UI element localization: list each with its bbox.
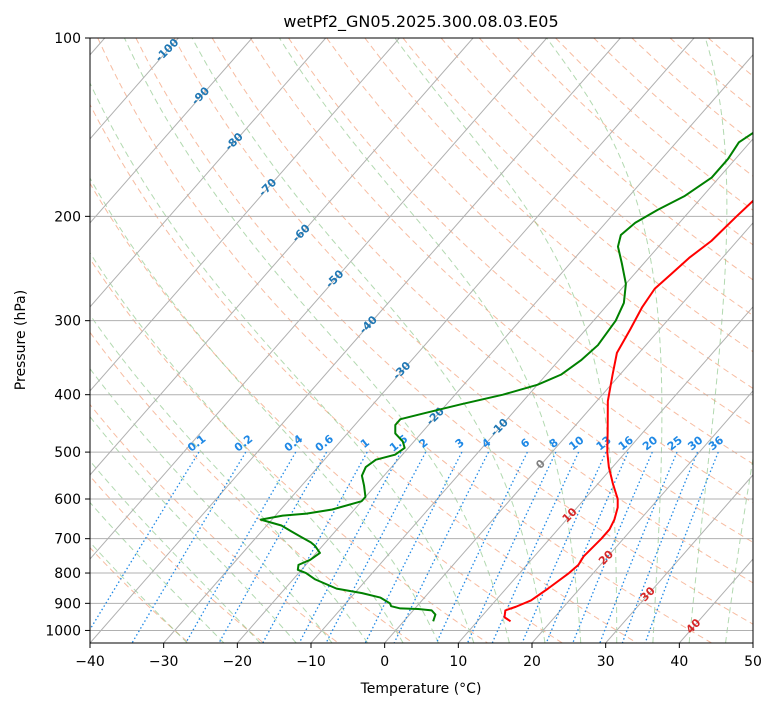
mixing-ratio-line <box>572 451 653 643</box>
y-tick-label: 100 <box>54 31 81 47</box>
x-tick-label: −20 <box>223 654 253 670</box>
mixing-ratio-line <box>325 451 427 643</box>
x-tick-label: 40 <box>670 654 688 670</box>
dry-adiabat <box>249 38 753 504</box>
x-tick-label: 20 <box>523 654 541 670</box>
dry-adiabat <box>440 38 753 317</box>
moist-adiabat <box>90 460 261 643</box>
isotherm-line <box>605 474 753 643</box>
x-tick-label: 50 <box>744 654 762 670</box>
isotherm-line <box>90 38 327 308</box>
temperature-line <box>503 199 753 623</box>
isotherm-line <box>310 138 753 643</box>
y-tick-label: 500 <box>54 445 81 461</box>
mixing-ratio-line <box>621 451 699 643</box>
moist-adiabat <box>725 455 753 643</box>
isotherm-line <box>531 390 753 643</box>
y-tick-label: 800 <box>54 566 81 582</box>
profile-series <box>259 131 753 623</box>
moist-adiabat <box>90 415 297 643</box>
dry-adiabat <box>90 546 190 643</box>
dry-adiabat <box>90 403 339 643</box>
mixing-ratio-line <box>90 451 200 631</box>
mixing-ratio-line <box>364 451 463 643</box>
mixing-ratio-line <box>599 451 678 643</box>
mixing-ratio-line <box>393 451 490 643</box>
dry-adiabat <box>97 38 712 643</box>
y-axis-title: Pressure (hPa) <box>13 290 29 390</box>
x-tick-label: −40 <box>75 654 105 670</box>
x-tick-label: −30 <box>149 654 179 670</box>
isotherm-grid <box>90 38 753 643</box>
isotherm-line <box>90 38 548 560</box>
dry-adiabat <box>90 258 488 643</box>
moist-adiabat <box>90 81 475 643</box>
dry-adiabat <box>402 38 753 353</box>
moist-adiabat <box>90 314 369 643</box>
dry-adiabat <box>364 38 753 389</box>
mixing-ratio-line <box>435 451 528 643</box>
isotherm-line <box>90 38 253 224</box>
mixing-ratio-line <box>218 451 328 643</box>
moist-adiabat <box>90 367 333 643</box>
isobar-grid <box>90 38 753 631</box>
y-tick-label: 600 <box>54 492 81 508</box>
mixing-ratio-line <box>298 451 402 643</box>
mixing-ratio-line <box>185 451 297 643</box>
isotherm-line <box>236 54 753 643</box>
y-tick-label: 400 <box>54 388 81 404</box>
isotherm-line <box>384 222 753 643</box>
x-axis-title: Temperature (°C) <box>360 681 482 697</box>
plot-frame <box>89 37 754 644</box>
moist-adiabat <box>124 38 510 643</box>
isotherm-line <box>90 38 474 476</box>
y-tick-label: 200 <box>54 209 81 225</box>
mixing-ratio-line <box>262 451 368 643</box>
dry-adiabat <box>135 38 753 625</box>
mixing-ratio-line <box>644 451 719 643</box>
x-tick-label: −10 <box>296 654 326 670</box>
isotherm-line <box>163 38 695 643</box>
mixing-ratio-line <box>491 451 580 643</box>
y-tick-label: 900 <box>54 596 81 612</box>
moist-adiabat <box>688 38 728 643</box>
dry-adiabat <box>90 475 264 643</box>
plot-area: -100-90-80-70-60-50-40-30-20 -10010203040… <box>90 38 753 643</box>
x-tick-label: 0 <box>380 654 389 670</box>
y-tick-label: 700 <box>54 532 81 548</box>
isotherm-line <box>457 306 753 643</box>
dry-adiabat <box>90 182 563 643</box>
y-axis: 100 200 300 400 500 600 700 800 900 1000 <box>45 31 90 639</box>
dry-adiabat <box>173 38 753 584</box>
dewpoint-line <box>259 131 753 622</box>
dry-adiabat <box>326 38 753 427</box>
isotherm-line <box>90 38 621 643</box>
x-tick-label: 10 <box>449 654 467 670</box>
isotherm-line <box>90 38 400 392</box>
moist-adiabat <box>191 38 546 643</box>
chart-title: wetPf2_GN05.2025.300.08.03.E05 <box>283 12 558 32</box>
x-axis: −40 −30 −20 −10 0 10 20 30 40 50 <box>75 643 762 670</box>
x-tick-label: 30 <box>597 654 615 670</box>
moist-adiabat <box>278 38 582 643</box>
y-tick-label: 1000 <box>45 623 81 639</box>
mixing-ratio-lines <box>90 451 719 643</box>
dry-adiabat <box>90 103 638 643</box>
moist-adiabat <box>546 38 663 643</box>
y-tick-label: 300 <box>54 314 81 330</box>
mixing-ratio-line <box>466 451 557 643</box>
